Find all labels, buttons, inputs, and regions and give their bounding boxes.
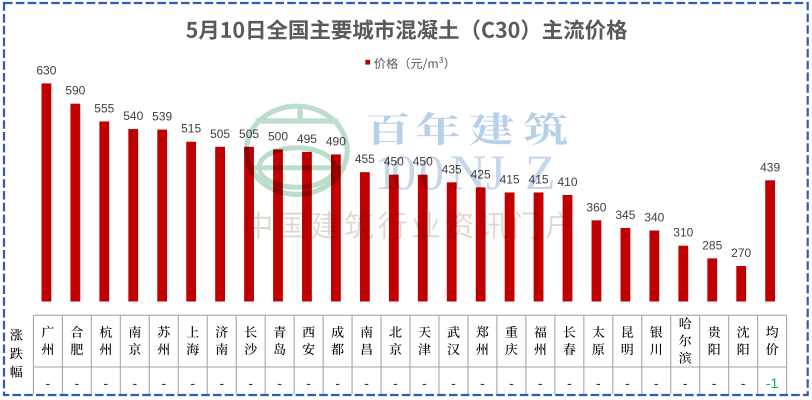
svg-text:455: 455 [355,152,375,166]
svg-text:555: 555 [94,101,114,115]
svg-text:-: - [190,375,195,391]
svg-text:270: 270 [731,246,751,260]
svg-text:-: - [712,375,717,391]
svg-text:100NJZ: 100NJZ [374,144,556,200]
svg-text:-: - [538,375,543,391]
svg-text:-: - [567,375,572,391]
svg-text:-: - [75,375,80,391]
svg-text:340: 340 [644,210,664,224]
svg-text:-: - [277,375,282,391]
svg-text:-: - [335,375,340,391]
svg-text:360: 360 [586,200,606,214]
svg-text:539: 539 [152,110,172,124]
svg-text:505: 505 [210,127,230,141]
svg-text:-: - [46,375,51,391]
svg-text:345: 345 [615,208,635,222]
svg-text:-: - [393,375,398,391]
svg-text:540: 540 [123,109,143,123]
svg-text:410: 410 [557,175,577,189]
svg-text:-: - [103,375,108,391]
svg-text:439: 439 [760,160,780,174]
svg-text:310: 310 [673,226,693,240]
svg-text:-: - [248,375,253,391]
svg-text:435: 435 [442,162,462,176]
svg-text:495: 495 [297,132,317,146]
svg-text:-: - [509,375,514,391]
svg-text:450: 450 [384,155,404,169]
svg-text:-: - [132,375,137,391]
svg-text:285: 285 [702,238,722,252]
svg-text:415: 415 [500,172,520,186]
svg-text:415: 415 [529,172,549,186]
svg-text:630: 630 [36,63,56,77]
svg-text:450: 450 [413,155,433,169]
svg-text:500: 500 [268,129,288,143]
svg-text:-: - [219,375,224,391]
svg-text:-: - [625,375,630,391]
svg-text:-: - [596,375,601,391]
svg-text:-: - [683,375,688,391]
svg-text:-: - [741,375,746,391]
svg-text:-: - [364,375,369,391]
svg-text:-: - [451,375,456,391]
svg-text:-: - [480,375,485,391]
svg-text:-: - [654,375,659,391]
svg-text:490: 490 [326,134,346,148]
svg-text:-: - [422,375,427,391]
svg-text:-1: -1 [766,375,779,391]
svg-text:515: 515 [181,122,201,136]
svg-text:-: - [161,375,166,391]
svg-text:425: 425 [471,167,491,181]
svg-text:590: 590 [65,84,85,98]
svg-text:-: - [306,375,311,391]
